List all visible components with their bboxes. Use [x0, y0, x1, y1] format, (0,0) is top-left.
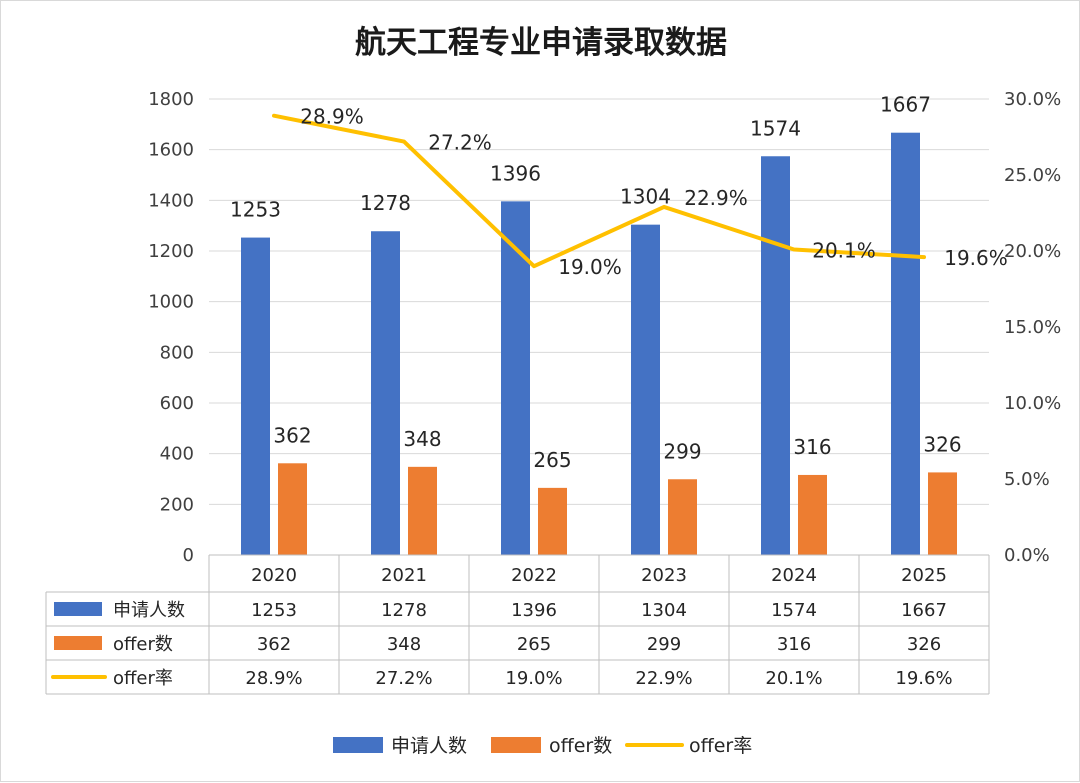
bars — [241, 132, 957, 556]
table-cell: 316 — [777, 634, 811, 655]
left-axis-tick: 800 — [160, 342, 194, 363]
bar-offers — [798, 474, 827, 555]
bar-offers — [928, 472, 957, 555]
left-axis-tick: 1000 — [148, 292, 194, 313]
bar-data-label: 1253 — [230, 198, 281, 222]
left-axis-tick: 200 — [160, 494, 194, 515]
right-axis-tick: 10.0% — [1004, 393, 1061, 414]
data-labels: 1253 362 1278 348 1396 265 1304 299 1574 316 1667 3… — [230, 93, 1008, 472]
table-cell: 19.6% — [895, 668, 952, 689]
right-axis-tick: 20.0% — [1004, 241, 1061, 262]
right-axis-tick: 25.0% — [1004, 165, 1061, 186]
line-data-label: 20.1% — [812, 238, 876, 262]
bar-applicants — [891, 132, 920, 555]
right-axis-tick: 15.0% — [1004, 317, 1061, 338]
offer-rate-line — [272, 113, 926, 269]
table-cell: 1278 — [381, 600, 427, 621]
table-cell: 22.9% — [635, 668, 692, 689]
table-cell: 27.2% — [375, 668, 432, 689]
left-axis-tick: 1200 — [148, 241, 194, 262]
table-cell: 1253 — [251, 600, 297, 621]
bar-applicants — [371, 231, 400, 556]
category-label: 2023 — [641, 565, 687, 586]
legend: 申请人数 offer数 offer率 — [333, 735, 752, 757]
chart-title: 航天工程专业申请录取数据 — [355, 25, 727, 61]
bar-applicants — [501, 201, 530, 555]
table-cell: 348 — [387, 634, 421, 655]
right-axis: 0.0% 5.0% 10.0% 15.0% 20.0% 25.0% 30.0% — [1004, 89, 1061, 566]
table-legend-swatch — [54, 636, 102, 650]
line-data-label: 28.9% — [300, 105, 364, 129]
bar-offers — [668, 479, 697, 555]
category-label: 2025 — [901, 565, 947, 586]
bar-data-label: 1396 — [490, 161, 541, 185]
bar-offers — [278, 463, 307, 555]
left-axis-tick: 400 — [160, 444, 194, 465]
table-cell: 1304 — [641, 600, 687, 621]
right-axis-tick: 5.0% — [1004, 469, 1050, 490]
table-series-name: 申请人数 — [113, 600, 185, 621]
bar-applicants — [761, 156, 790, 555]
table-cell: 1574 — [771, 600, 817, 621]
legend-label: offer率 — [689, 735, 752, 757]
table-legend-swatch — [54, 602, 102, 616]
category-label: 2021 — [381, 565, 427, 586]
bar-applicants — [631, 224, 660, 556]
bar-data-label: 1304 — [620, 185, 671, 209]
bar-data-label: 326 — [923, 432, 961, 456]
bar-applicants — [241, 237, 270, 555]
line-data-label: 27.2% — [428, 131, 492, 155]
right-axis-tick: 0.0% — [1004, 545, 1050, 566]
bar-data-label: 265 — [533, 448, 571, 472]
left-axis-tick: 0 — [183, 545, 194, 566]
bar-data-label: 316 — [793, 435, 831, 459]
table-cell: 362 — [257, 634, 291, 655]
right-axis-tick: 30.0% — [1004, 89, 1061, 110]
line-data-label: 22.9% — [684, 186, 748, 210]
legend-swatch — [333, 737, 383, 753]
bar-data-label: 348 — [403, 427, 441, 451]
bar-data-label: 362 — [273, 423, 311, 447]
bar-data-label: 1574 — [750, 116, 801, 140]
left-axis: 0 200 400 600 800 1000 1200 1400 1600 1800 — [148, 89, 194, 566]
legend-label: 申请人数 — [391, 735, 467, 757]
category-label: 2024 — [771, 565, 817, 586]
gridlines — [209, 98, 989, 505]
bar-data-label: 1667 — [880, 93, 931, 117]
line-series — [272, 113, 926, 269]
table-series-name: offer数 — [113, 634, 173, 655]
legend-label: offer数 — [549, 735, 612, 757]
left-axis-tick: 600 — [160, 393, 194, 414]
bar-offers — [408, 466, 437, 555]
table-cell: 299 — [647, 634, 681, 655]
table-cell: 20.1% — [765, 668, 822, 689]
table-cell: 265 — [517, 634, 551, 655]
bar-data-label: 1278 — [360, 191, 411, 215]
category-label: 2020 — [251, 565, 297, 586]
bar-offers — [538, 487, 567, 555]
left-axis-tick: 1600 — [148, 140, 194, 161]
left-axis-tick: 1400 — [148, 190, 194, 211]
data-table: 2020 2021 2022 2023 2024 2025 申请人数 1253 1278 1396… — [45, 554, 990, 695]
left-axis-tick: 1800 — [148, 89, 194, 110]
table-cell: 326 — [907, 634, 941, 655]
line-data-label: 19.0% — [558, 255, 622, 279]
table-series-name: offer率 — [113, 668, 173, 689]
table-cell: 1667 — [901, 600, 947, 621]
table-cell: 19.0% — [505, 668, 562, 689]
table-cell: 1396 — [511, 600, 557, 621]
table-cell: 28.9% — [245, 668, 302, 689]
bar-data-label: 299 — [663, 439, 701, 463]
line-data-label: 19.6% — [944, 246, 1008, 270]
category-label: 2022 — [511, 565, 557, 586]
legend-swatch — [491, 737, 541, 753]
